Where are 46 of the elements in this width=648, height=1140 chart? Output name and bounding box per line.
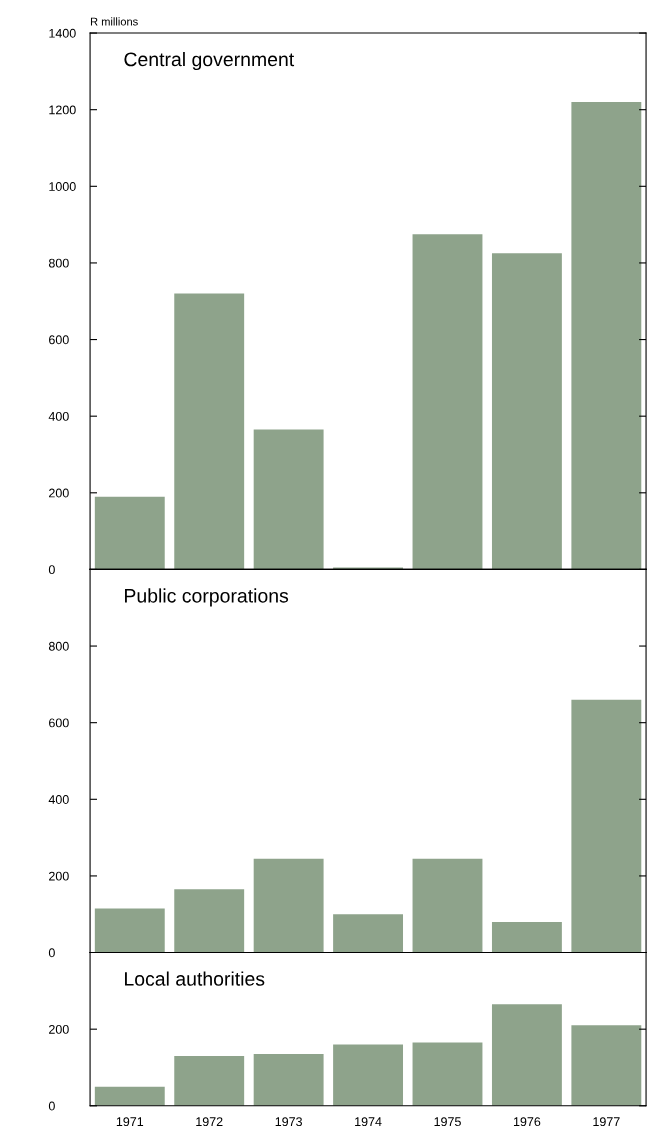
- x-tick-label: 1971: [116, 1117, 144, 1127]
- y-tick-label: 400: [48, 795, 69, 804]
- x-tick-label: 1973: [275, 1117, 302, 1127]
- bar: [333, 914, 404, 953]
- bar: [94, 908, 165, 953]
- bar: [333, 1044, 404, 1106]
- y-tick-label: 1400: [49, 28, 76, 38]
- y-axis-title: R millions: [90, 17, 138, 26]
- y-tick-label: 800: [48, 258, 69, 268]
- bar: [174, 889, 245, 953]
- bar: [491, 253, 562, 570]
- bar: [412, 234, 483, 570]
- x-tick-label: 1972: [196, 1117, 223, 1127]
- bar: [253, 858, 324, 953]
- bar: [571, 102, 642, 570]
- bar: [94, 496, 165, 570]
- bar: [174, 1055, 245, 1106]
- bar: [571, 1025, 642, 1106]
- y-tick-label: 1200: [49, 105, 76, 115]
- y-tick-label: 200: [49, 1024, 69, 1034]
- x-tick-label: 1974: [355, 1117, 382, 1127]
- x-tick-label: 1976: [513, 1117, 541, 1127]
- bar: [412, 858, 483, 953]
- y-tick-label: 0: [48, 1101, 55, 1111]
- y-tick-label: 800: [48, 641, 69, 651]
- text: Public corporations: [125, 588, 289, 607]
- text: Local authorities: [125, 971, 265, 986]
- bar: [253, 429, 324, 570]
- y-tick-label: 600: [49, 335, 69, 345]
- bar: [491, 1004, 562, 1106]
- text: Central government: [124, 52, 295, 71]
- y-tick-label: 0: [48, 948, 55, 958]
- bar: [94, 1086, 165, 1106]
- x-tick-label: 1975: [434, 1117, 461, 1127]
- bar: [174, 293, 245, 570]
- bar: [491, 921, 562, 953]
- y-tick-label: 0: [48, 565, 55, 575]
- y-tick-label: 1000: [49, 182, 76, 191]
- y-tick-label: 600: [49, 718, 69, 728]
- y-tick-label: 200: [49, 488, 69, 498]
- x-tick-label: 1977: [593, 1117, 620, 1127]
- y-tick-label: 400: [48, 411, 69, 421]
- y-tick-label: 200: [49, 871, 69, 881]
- bar: [571, 699, 642, 953]
- bar: [253, 1054, 324, 1106]
- bar: [412, 1042, 483, 1106]
